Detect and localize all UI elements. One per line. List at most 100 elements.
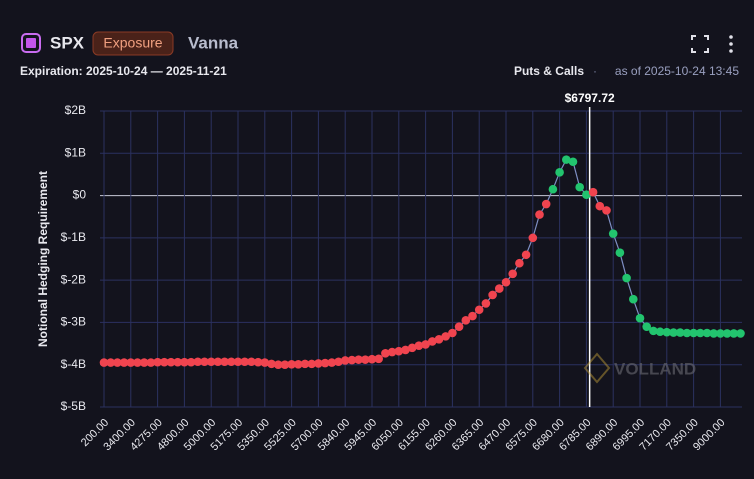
as-of: as of 2025-10-24 13:45 bbox=[615, 64, 739, 78]
point bbox=[441, 332, 451, 341]
expand-icon[interactable] bbox=[691, 35, 709, 53]
point bbox=[213, 357, 223, 367]
point bbox=[160, 357, 169, 367]
point bbox=[501, 277, 511, 287]
watermark: VOLLAND bbox=[614, 359, 696, 378]
point bbox=[327, 358, 337, 367]
point bbox=[133, 358, 142, 367]
point bbox=[139, 358, 149, 367]
point bbox=[394, 346, 404, 356]
point bbox=[273, 360, 283, 370]
point bbox=[294, 359, 303, 369]
point bbox=[414, 341, 424, 350]
point bbox=[515, 258, 524, 268]
point bbox=[495, 284, 504, 293]
point bbox=[481, 299, 491, 308]
point bbox=[669, 328, 678, 337]
point bbox=[568, 157, 578, 167]
point bbox=[696, 328, 705, 338]
point bbox=[260, 358, 270, 367]
point bbox=[119, 358, 129, 367]
point bbox=[582, 190, 591, 200]
point bbox=[307, 359, 317, 369]
point bbox=[428, 337, 437, 346]
point bbox=[635, 313, 645, 323]
point bbox=[186, 357, 196, 367]
point bbox=[193, 357, 203, 367]
point bbox=[541, 199, 551, 209]
point bbox=[240, 357, 249, 367]
point bbox=[629, 294, 638, 304]
point bbox=[421, 340, 430, 349]
point bbox=[649, 326, 658, 336]
point bbox=[153, 357, 162, 367]
y-axis-title: Notional Hedging Requirement bbox=[36, 171, 50, 347]
point bbox=[180, 357, 189, 367]
point bbox=[200, 357, 209, 367]
y-tick-label: $1B bbox=[65, 145, 86, 159]
point bbox=[602, 206, 611, 215]
point bbox=[434, 335, 444, 344]
point bbox=[702, 328, 712, 338]
y-tick-label: $-4B bbox=[61, 357, 86, 371]
point bbox=[340, 356, 350, 365]
expiration: Expiration: 2025-10-24 — 2025-11-21 bbox=[20, 64, 227, 78]
y-tick-label: $2B bbox=[65, 103, 86, 117]
point bbox=[608, 229, 618, 238]
spot-label: $6797.72 bbox=[565, 91, 615, 105]
point bbox=[354, 355, 363, 364]
point bbox=[615, 248, 625, 257]
point bbox=[562, 155, 571, 164]
badge-text[interactable]: Exposure bbox=[103, 35, 162, 51]
point bbox=[320, 358, 330, 368]
point bbox=[247, 357, 256, 367]
point bbox=[521, 250, 531, 260]
point bbox=[407, 343, 417, 353]
point bbox=[689, 328, 698, 338]
point bbox=[655, 327, 665, 337]
point bbox=[488, 290, 497, 300]
watermark-logo bbox=[583, 352, 611, 384]
symbol: SPX bbox=[50, 33, 85, 52]
y-tick-label: $-5B bbox=[61, 399, 86, 413]
point bbox=[253, 357, 263, 367]
point bbox=[220, 357, 229, 367]
point bbox=[662, 327, 672, 337]
separator: · bbox=[593, 64, 597, 78]
symbol-icon bbox=[21, 33, 41, 53]
point bbox=[146, 358, 156, 367]
point bbox=[448, 328, 457, 338]
point bbox=[575, 182, 584, 192]
point bbox=[722, 329, 732, 338]
point bbox=[682, 328, 692, 338]
point bbox=[361, 355, 370, 364]
point bbox=[716, 329, 725, 338]
more-icon[interactable] bbox=[729, 35, 733, 53]
point bbox=[367, 354, 377, 364]
y-tick-label: $-2B bbox=[61, 272, 86, 286]
point bbox=[555, 168, 564, 177]
point bbox=[173, 357, 182, 367]
point bbox=[106, 358, 115, 367]
y-tick-label: $-3B bbox=[61, 315, 86, 329]
point bbox=[287, 359, 296, 369]
mode: Puts & Calls bbox=[514, 64, 584, 78]
point bbox=[334, 357, 343, 367]
point bbox=[588, 187, 598, 197]
point bbox=[267, 359, 276, 369]
point bbox=[454, 322, 464, 331]
point bbox=[347, 355, 357, 365]
point bbox=[99, 358, 109, 367]
point bbox=[374, 354, 384, 364]
point bbox=[166, 357, 176, 367]
point bbox=[508, 269, 517, 279]
point bbox=[535, 210, 544, 219]
point bbox=[300, 359, 310, 369]
point bbox=[642, 322, 651, 331]
point bbox=[280, 360, 290, 370]
badge[interactable] bbox=[92, 31, 174, 56]
point bbox=[474, 305, 484, 315]
